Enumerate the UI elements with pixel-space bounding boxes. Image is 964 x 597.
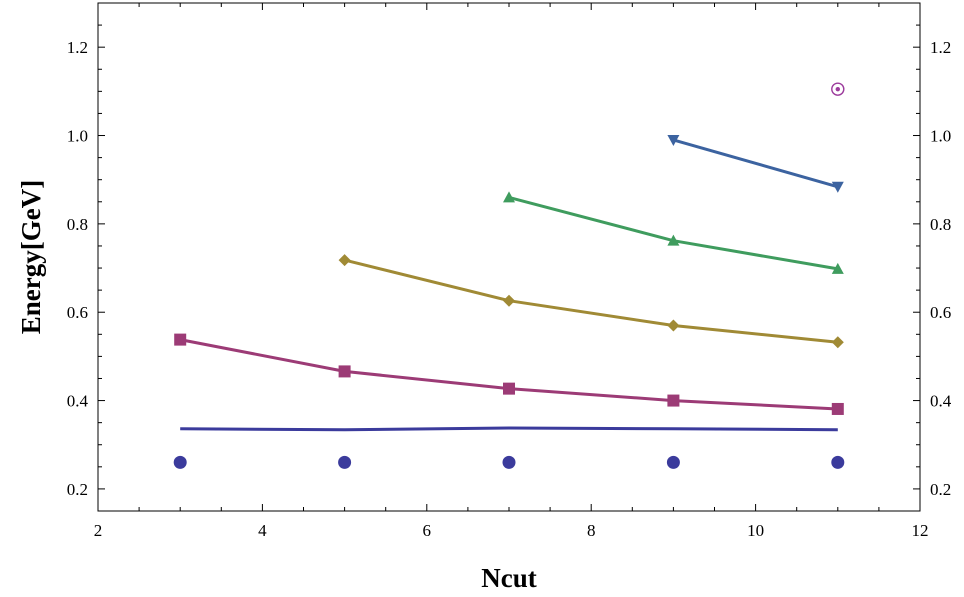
- y-tick-label-right: 0.8: [930, 215, 951, 234]
- y-tick-label-left: 0.6: [67, 303, 88, 322]
- series-layer: [173, 82, 845, 469]
- data-point-circle: [173, 455, 187, 469]
- data-point-square: [174, 333, 187, 346]
- data-point-circle-dot-center: [835, 86, 840, 92]
- data-point-diamond: [831, 336, 844, 349]
- y-axis-title: Energy[GeV]: [16, 180, 46, 334]
- x-tick-label: 4: [258, 521, 267, 540]
- y-tick-label-right: 0.4: [930, 392, 952, 411]
- data-point-triangle-down: [831, 181, 844, 193]
- data-point-square: [503, 382, 515, 395]
- y-tick-label-left: 1.2: [67, 38, 88, 57]
- y-tick-label-right: 1.2: [930, 38, 951, 57]
- y-tick-label-right: 0.2: [930, 480, 951, 499]
- data-point-circle: [666, 455, 680, 469]
- y-tick-label-left: 0.8: [67, 215, 88, 234]
- data-point-square: [831, 402, 844, 415]
- y-tick-label-left: 0.2: [67, 480, 88, 499]
- data-point-circle: [831, 455, 845, 469]
- x-tick-label: 2: [94, 521, 103, 540]
- data-point-diamond: [667, 319, 680, 332]
- x-tick-label: 12: [912, 521, 929, 540]
- data-point-diamond: [338, 254, 351, 267]
- data-point-triangle-up: [667, 234, 680, 246]
- plot-frame: [97, 2, 921, 512]
- data-point-diamond: [503, 294, 515, 307]
- x-tick-label: 6: [423, 521, 432, 540]
- data-point-triangle-up: [503, 191, 515, 203]
- series-line-diamond: [344, 258, 838, 344]
- y-tick-label-right: 1.0: [930, 127, 951, 146]
- x-tick-label: 10: [747, 521, 764, 540]
- data-point-triangle-up: [831, 262, 844, 274]
- tick-labels: 2 4 6 8 10 12 0.2 0.2 0.4 0.4 0.6 0.6 0.8 0.8 1.0 1.0 1.…: [67, 38, 952, 540]
- series-line-triangle-up: [508, 195, 839, 271]
- data-point-triangle-down: [667, 134, 680, 146]
- y-tick-label-left: 1.0: [67, 127, 88, 146]
- axis-ticks: [97, 2, 921, 512]
- y-tick-label-left: 0.4: [67, 392, 89, 411]
- x-tick-label: 8: [587, 521, 596, 540]
- series-line-square: [179, 338, 838, 411]
- data-point-square: [338, 365, 351, 378]
- data-point-circle: [502, 455, 516, 469]
- data-point-square: [667, 394, 680, 407]
- y-tick-label-right: 0.6: [930, 303, 951, 322]
- series-line-none: [180, 426, 838, 432]
- series-line-triangle-down: [672, 138, 839, 189]
- x-axis-title: Ncut: [481, 563, 537, 593]
- data-point-circle: [338, 455, 352, 469]
